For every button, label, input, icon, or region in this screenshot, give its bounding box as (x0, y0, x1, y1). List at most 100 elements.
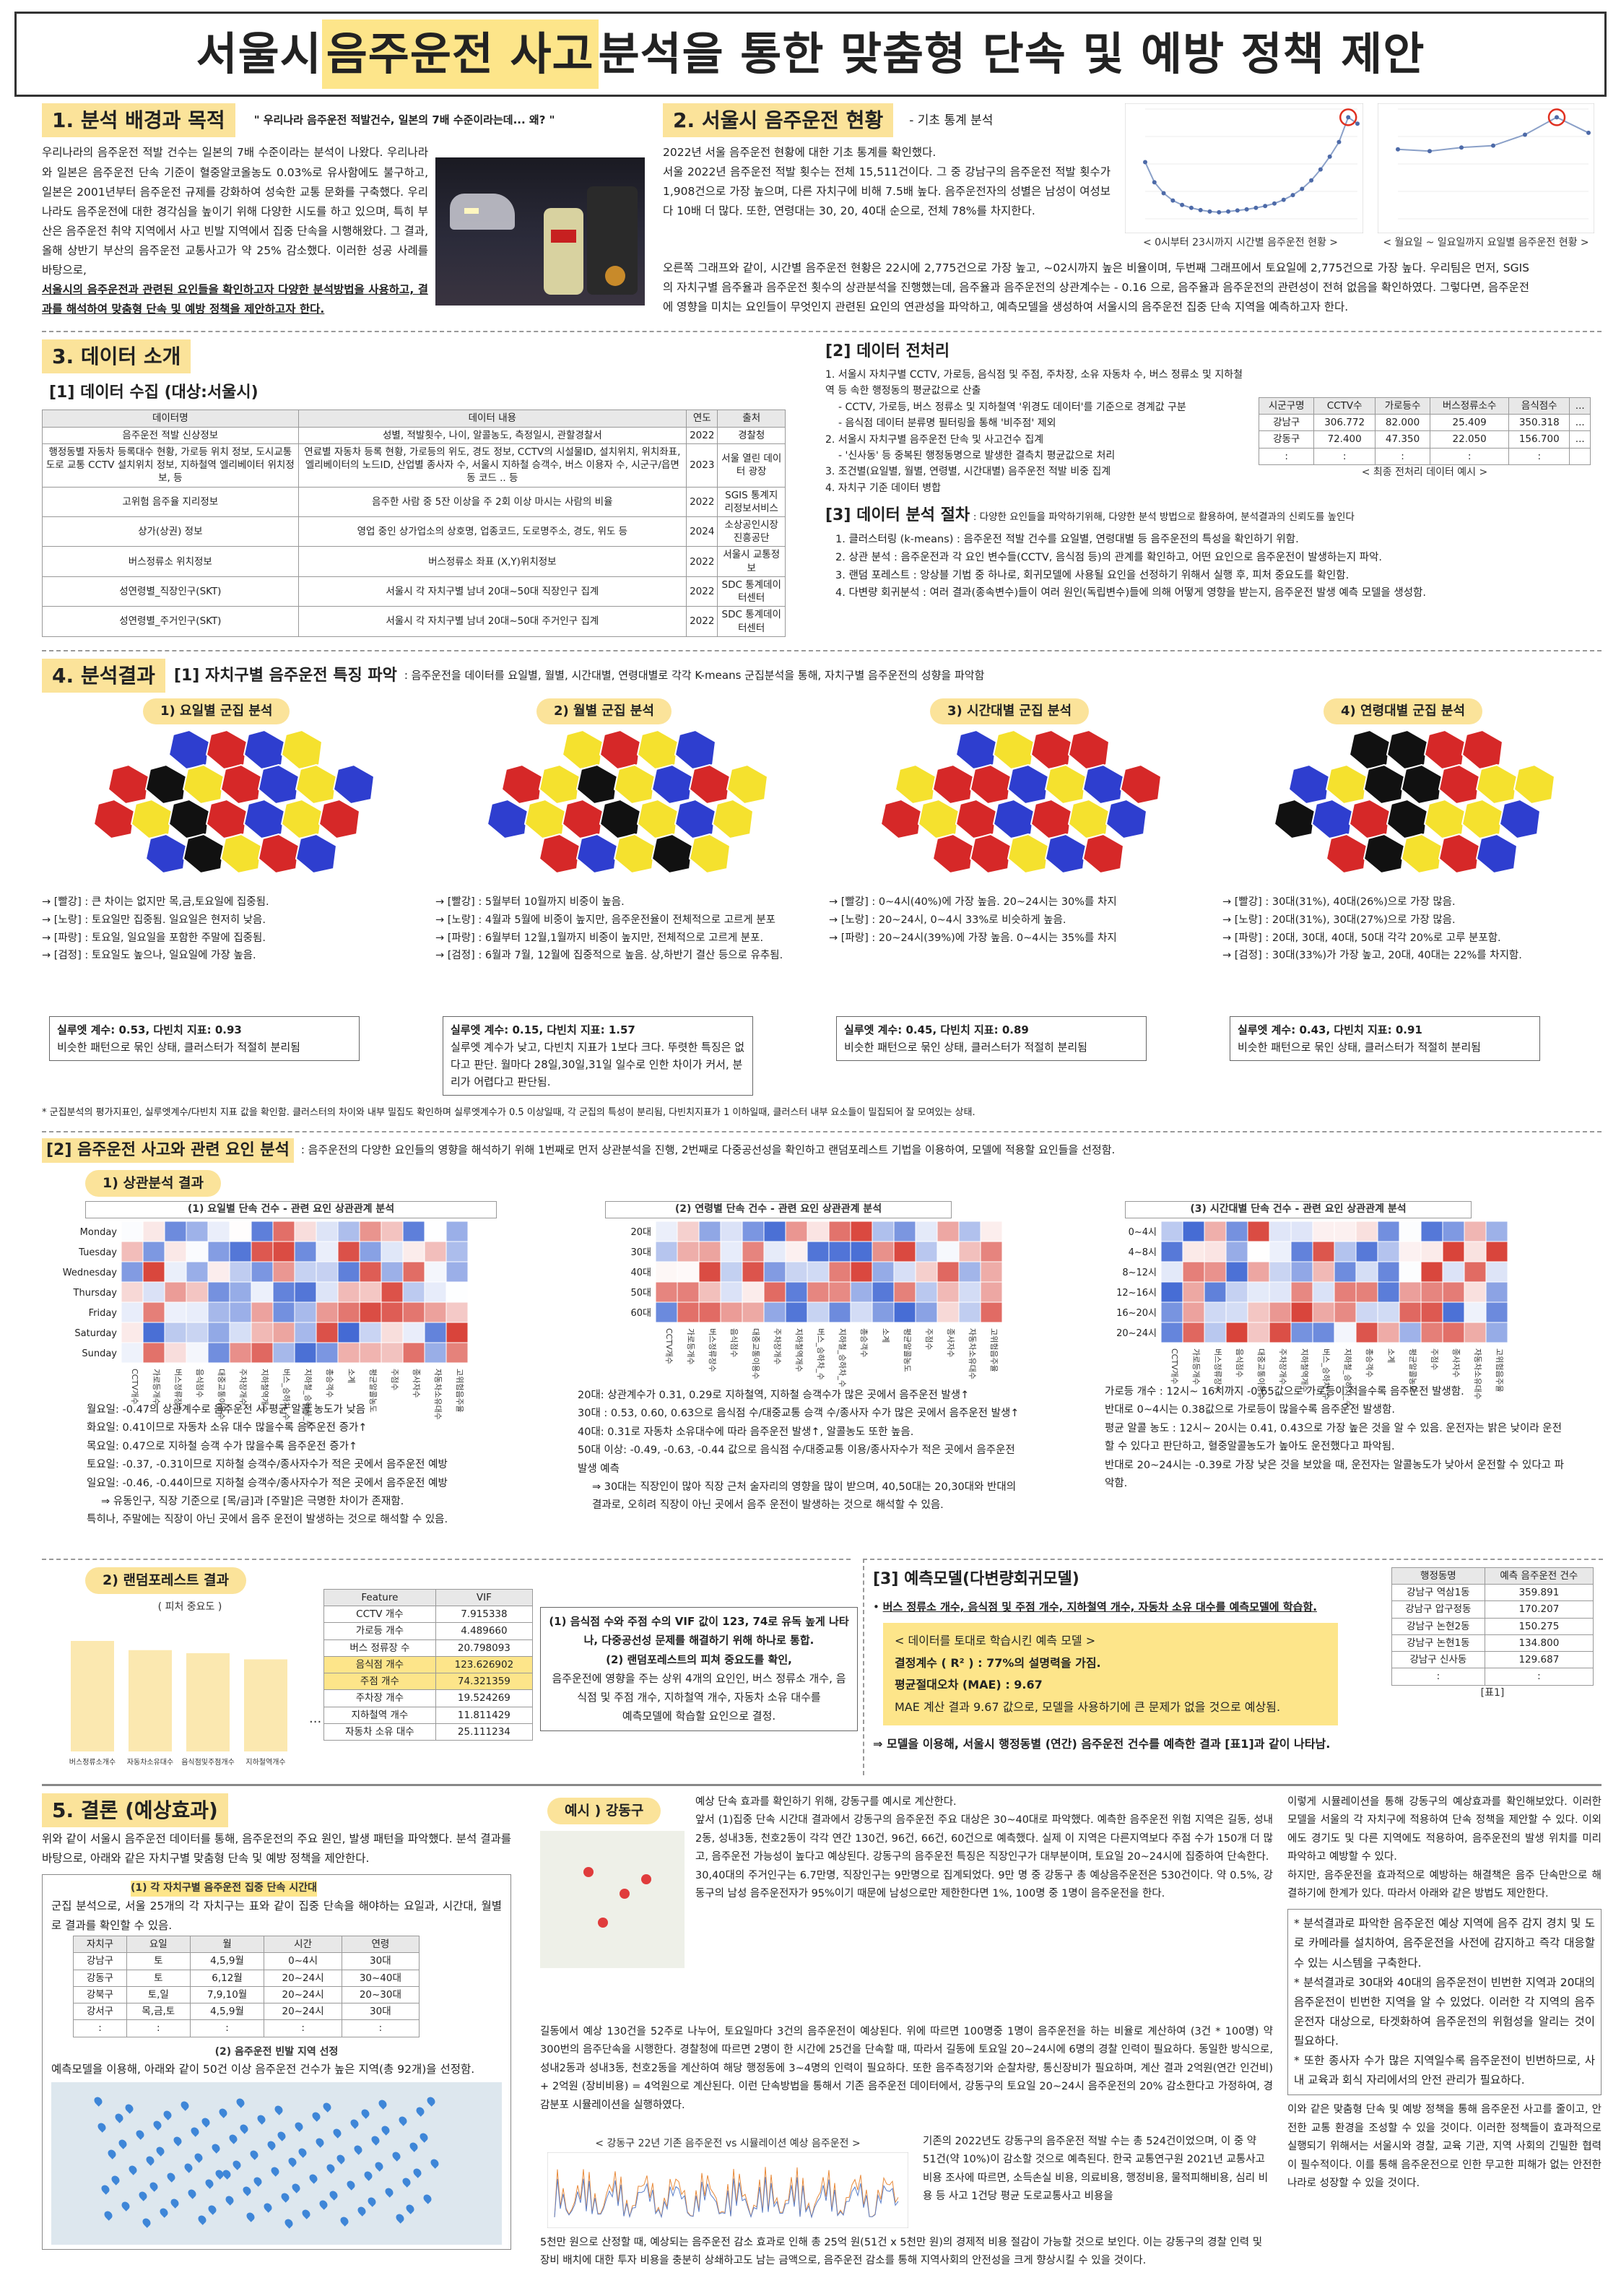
table-cell: 가로등 개수 (323, 1622, 436, 1640)
table-cell: 성연령별_주거인구(SKT) (42, 606, 299, 637)
hotspot-pin (307, 2172, 319, 2184)
hotspot-pin (123, 2102, 135, 2114)
heatmap-cell (186, 1342, 209, 1364)
heatmap-cell (316, 1221, 339, 1242)
district-region (636, 729, 679, 771)
hotspot-pin (362, 2170, 375, 2181)
table-header: ... (1569, 397, 1591, 415)
district-region (257, 764, 300, 805)
table-row: 고위험 음주율 지리정보 음주한 사람 중 5잔 이상을 주 2회 이상 마시는 … (42, 486, 786, 518)
hotspot-pin (620, 1889, 630, 1899)
hotspot-pin (151, 2118, 163, 2131)
hotspot-pin (266, 2139, 277, 2151)
heatmap-cell (893, 1301, 916, 1323)
table-row: 성연령별_주거인구(SKT) 서울시 각 자치구별 남녀 20대~50대 주거인구… (42, 606, 786, 637)
heatmap-cell (1225, 1281, 1248, 1303)
cluster-line: → [파랑] : 20~24시(39%)에 가장 높음. 0~4시는 35%를 … (829, 932, 1117, 944)
heatmap-cell (294, 1342, 317, 1364)
district-region (243, 729, 286, 771)
table-header: 음식점수 (1508, 397, 1570, 415)
heatmap-cell (142, 1281, 165, 1303)
heatmap-cell (1247, 1221, 1270, 1242)
heatmap-cell (402, 1241, 425, 1262)
corr-line: 화요일: 0.41이므로 자동차 소유 대수 많을수록 음주운전 증가↑ (87, 1422, 368, 1434)
hotspot-pin (238, 2123, 250, 2135)
hotspot-pin (179, 2100, 191, 2111)
district-region (1438, 764, 1481, 805)
table-row: 강서구 목,금,토 4,5,9월 20~24시 30대 (73, 2003, 420, 2021)
hotspot-pin (641, 1874, 651, 1884)
hotspot-pin (168, 2197, 181, 2209)
rf-line: 예측모델에 학습할 요인으로 결정. (622, 1710, 776, 1723)
hotspot-pin (328, 2188, 340, 2201)
hourly-point (1217, 209, 1222, 215)
hotspot-pin (376, 2098, 388, 2110)
heatmap-col-label: 대중교통이용수 (1256, 1348, 1266, 1400)
heatmap-cell (402, 1342, 425, 1364)
district-region (1461, 729, 1504, 771)
hotspot-pin (324, 2162, 336, 2175)
importance-bar (244, 1659, 287, 1751)
heatmap-cell (980, 1221, 1003, 1242)
district-region (1400, 764, 1443, 805)
district-region (1363, 764, 1406, 805)
heatmap-cell (850, 1281, 873, 1303)
heatmap-col-label: CCTV개수 (130, 1369, 139, 1405)
heatmap-cell (164, 1261, 187, 1283)
heatmap-cell (294, 1241, 317, 1262)
heatmap-cell (229, 1261, 252, 1283)
table-cell: 74.321359 (435, 1673, 534, 1691)
heatmap-cell (402, 1322, 425, 1343)
heatmap-cell (359, 1322, 382, 1343)
table-cell: 버스정류소 위치정보 (42, 546, 299, 577)
heatmap-cell (1377, 1322, 1400, 1343)
heatmap-cell (1485, 1322, 1508, 1343)
table-row: 주점 개수 74.321359 (323, 1673, 534, 1691)
pm-line: 평균절대오차 (MAE) : 9.67 (895, 1678, 1043, 1692)
heatmap-col-label: 자동차소유대수 (968, 1328, 977, 1379)
heatmap-cell (251, 1342, 274, 1364)
district-region (1386, 799, 1429, 840)
district-region (318, 799, 361, 840)
heatmap-col-label: CCTV개수 (664, 1328, 674, 1364)
weekday-point (1491, 143, 1495, 148)
table-cell: SDC 통계데이터센터 (717, 576, 786, 607)
heatmap-cell (1377, 1261, 1400, 1283)
table-cell: 토,일 (126, 1985, 191, 2004)
heatmap-cell (164, 1221, 187, 1242)
cluster-title: 1) 요일별 군집 분석 (143, 698, 290, 725)
hotspot-pin (103, 2209, 115, 2221)
heatmap-cell (850, 1301, 873, 1323)
procedure-step: 4. 다변량 회귀분석 : 여러 결과(종속변수)들이 여러 원인(독립변수)들… (835, 587, 1426, 599)
heatmap-cell (1204, 1241, 1227, 1262)
hotspot-pin (99, 2183, 111, 2195)
heatmap-cell (677, 1301, 700, 1323)
cluster-desc: : 음주운전을 데이터를 요일별, 월별, 시간대별, 연령대별로 각각 K-m… (404, 669, 985, 683)
table-cell: 0~4시 (264, 1952, 342, 1970)
heatmap-col-label: 가로등개수 (152, 1369, 161, 1405)
section2-heading: 2. 서울시 음주운전 현황 (663, 103, 894, 138)
heatmap-cell (424, 1241, 447, 1262)
heatmap-cell (164, 1342, 187, 1364)
heatmap-cell (742, 1281, 765, 1303)
table-cell: 30대 (341, 2003, 420, 2021)
hotspot-pin (352, 2144, 364, 2155)
heatmap-cell (272, 1221, 295, 1242)
district-region (1007, 833, 1050, 875)
hotspot-pin (96, 2121, 108, 2133)
heatmap-row-label: 20~24시 (1116, 1328, 1157, 1339)
sim-predicted-line (554, 2177, 899, 2219)
heatmap-cell (958, 1281, 981, 1303)
heatmap-cell (272, 1241, 295, 1262)
district-region (538, 833, 581, 875)
table-row: :: (1391, 1668, 1594, 1686)
heatmap-col-label: 가로등개수 (1191, 1348, 1201, 1385)
hotspot-pin (310, 2110, 323, 2122)
heatmap-cell (359, 1281, 382, 1303)
table-header: 요일 (126, 1936, 191, 1954)
hotspot-pin (279, 2191, 291, 2204)
heatmap-cell (251, 1241, 274, 1262)
cluster-score: 실루엣 계수: 0.53, 다빈치 지표: 0.93 비슷한 패턴으로 묶인 상태… (49, 1016, 360, 1062)
preprocess-title: [2] 데이터 전처리 (825, 342, 950, 360)
district-region (575, 764, 619, 805)
